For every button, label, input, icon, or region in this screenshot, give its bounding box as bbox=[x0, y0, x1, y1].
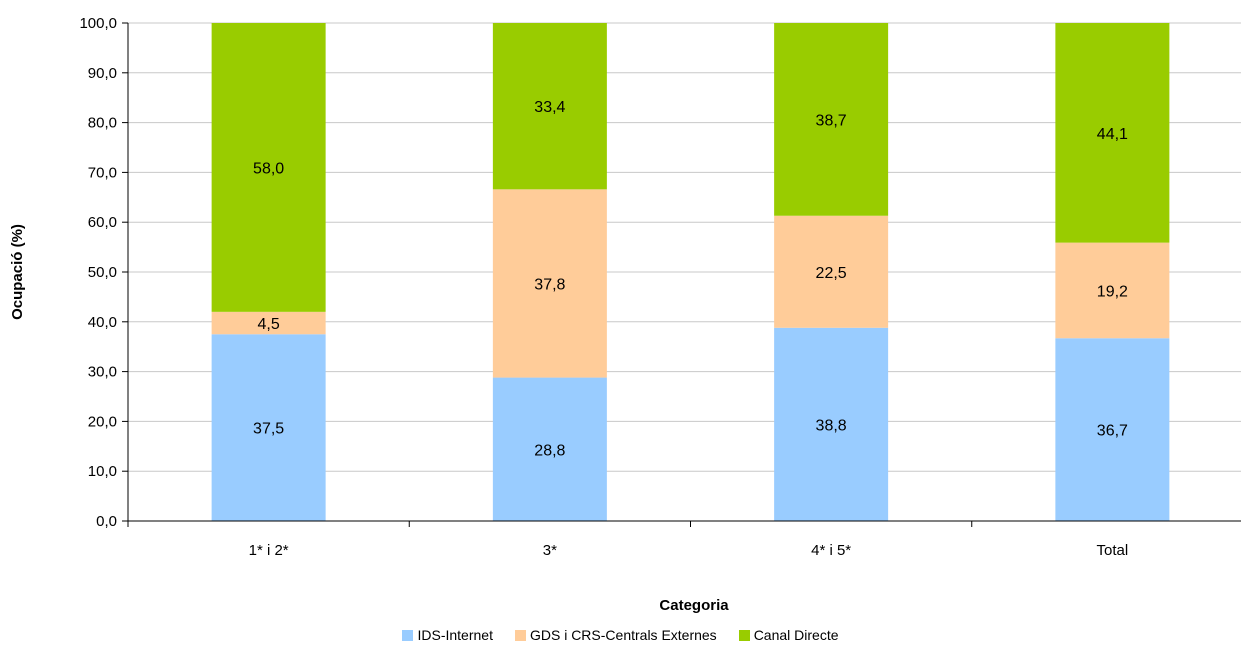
bar-segment bbox=[211, 334, 326, 521]
data-label: 58,0 bbox=[253, 160, 284, 177]
x-tick-label: 1* i 2* bbox=[249, 542, 289, 559]
bar-segment bbox=[774, 215, 889, 328]
y-tick-label: 100,0 bbox=[79, 15, 117, 32]
bar-segment bbox=[492, 23, 607, 190]
y-tick-label: 90,0 bbox=[88, 65, 117, 82]
y-tick-label: 60,0 bbox=[88, 214, 117, 231]
data-label: 28,8 bbox=[534, 442, 565, 459]
data-label: 38,7 bbox=[816, 112, 847, 129]
x-axis-title: Categoria bbox=[659, 597, 729, 614]
bar-segment bbox=[774, 327, 889, 521]
data-label: 22,5 bbox=[816, 265, 847, 282]
y-tick-label: 80,0 bbox=[88, 115, 117, 132]
y-tick-label: 20,0 bbox=[88, 413, 117, 430]
y-axis-title: Ocupació (%) bbox=[9, 224, 26, 320]
x-tick-label: 3* bbox=[543, 542, 557, 559]
data-label: 19,2 bbox=[1097, 283, 1128, 300]
x-tick-label: Total bbox=[1097, 542, 1129, 559]
bar-segment bbox=[1055, 242, 1170, 339]
bar-segment bbox=[1055, 338, 1170, 521]
y-tick-label: 30,0 bbox=[88, 364, 117, 381]
data-label: 38,8 bbox=[816, 417, 847, 434]
legend-label: Canal Directe bbox=[753, 627, 839, 643]
bars bbox=[211, 23, 1170, 521]
data-label: 37,5 bbox=[253, 421, 284, 438]
bar-segment bbox=[211, 23, 326, 312]
bar-segment bbox=[211, 311, 326, 335]
x-tick-labels: 1* i 2* 3* 4* i 5* Total bbox=[249, 542, 1129, 559]
bar-segment bbox=[1055, 23, 1170, 243]
y-tick-labels: 0,0 10,0 20,0 30,0 40,0 50,0 60,0 70,0 80,0 90,0 1… bbox=[79, 15, 117, 530]
bar-segment bbox=[774, 23, 889, 216]
y-tick-label: 40,0 bbox=[88, 314, 117, 331]
legend-item: GDS i CRS-Centrals Externes bbox=[514, 627, 717, 643]
legend-swatch bbox=[738, 629, 750, 641]
y-tick-label: 10,0 bbox=[88, 463, 117, 480]
data-labels: 37,5 4,5 58,0 28,8 37,8 33,4 38,8 22,5 38,7 36,7 1… bbox=[253, 99, 1128, 459]
legend-swatch bbox=[514, 629, 526, 641]
data-label: 37,8 bbox=[534, 276, 565, 293]
y-tick-label: 50,0 bbox=[88, 264, 117, 281]
legend-label: GDS i CRS-Centrals Externes bbox=[529, 627, 717, 643]
axes bbox=[122, 22, 1241, 527]
legend-item: IDS-Internet bbox=[402, 627, 493, 643]
legend-label: IDS-Internet bbox=[417, 627, 493, 643]
legend-swatch bbox=[402, 629, 414, 641]
data-label: 36,7 bbox=[1097, 423, 1128, 440]
data-label: 33,4 bbox=[534, 99, 565, 116]
bar-segment bbox=[492, 189, 607, 378]
y-tick-label: 70,0 bbox=[88, 164, 117, 181]
data-label: 44,1 bbox=[1097, 126, 1128, 143]
bar-segment bbox=[492, 377, 607, 521]
legend: IDS-Internet GDS i CRS-Centrals Externes C… bbox=[0, 627, 1241, 643]
x-tick-label: 4* i 5* bbox=[811, 542, 851, 559]
data-label: 4,5 bbox=[258, 316, 280, 333]
legend-item: Canal Directe bbox=[738, 627, 839, 643]
y-tick-label: 0,0 bbox=[96, 513, 117, 530]
